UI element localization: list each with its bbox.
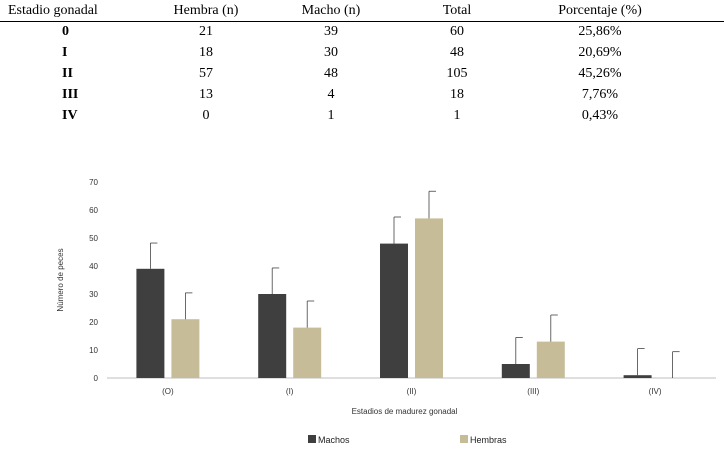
macho-cell: 48 [324,66,338,81]
legend-swatch-machos [308,435,316,443]
bar-hembras-2 [415,218,443,378]
hembra-cell: 21 [199,24,213,39]
y-tick-label: 30 [89,290,98,299]
y-tick-label: 60 [89,206,98,215]
total-cell: 18 [450,87,464,102]
bar-hembras-0 [171,319,200,378]
bar-machos-0 [136,268,165,378]
macho-cell: 39 [324,24,338,39]
y-tick-label: 70 [89,178,98,187]
header-porcentaje: Porcentaje (%) [558,3,642,18]
x-axis-label: Estadios de madurez gonadal [352,407,458,416]
legend-label-hembras: Hembras [470,435,507,445]
total-cell: 105 [446,66,468,81]
total-cell: 48 [450,45,464,60]
total-cell: 60 [450,24,464,39]
hembra-cell: 57 [199,66,213,81]
percentage-cell: 45,26% [578,66,622,81]
x-axis-ticks: (O) (I) (II) (III) (IV) [162,387,662,396]
y-tick-label: 40 [89,262,98,271]
bar-machos-2 [380,243,408,378]
bar-hembras-1 [293,327,322,378]
macho-cell: 1 [327,108,335,123]
y-tick-label: 0 [94,374,99,383]
header-total: Total [442,3,472,18]
stage-cell: IV [62,108,78,123]
bar-machos-3 [501,364,530,378]
hembra-cell: 18 [199,45,213,60]
macho-cell: 4 [327,87,335,102]
stage-cell: 0 [62,24,69,39]
bar-machos-4 [623,375,652,378]
percentage-cell: 25,86% [578,24,622,39]
bar-machos-1 [258,294,287,378]
hembra-cell: 13 [199,87,213,102]
percentage-cell: 20,69% [578,45,622,60]
x-tick-label: (O) [162,387,174,396]
legend: Machos Hembras [308,435,507,445]
bar-chart-svg: 0 10 20 30 40 50 60 70 (O) (I) (II) (III) (IV) Núme… [56,178,716,445]
bar-chart: 0 10 20 30 40 50 60 70 (O) (I) (II) (III) (IV) Núme… [0,168,724,450]
x-tick-label: (III) [527,387,539,396]
header-estadio: Estadio gonadal [8,3,98,18]
y-tick-label: 50 [89,234,98,243]
stage-cell: III [62,87,79,102]
stage-cell: II [62,66,73,81]
hembra-cell: 0 [202,108,210,123]
legend-swatch-hembras [460,435,468,443]
x-tick-label: (I) [286,387,294,396]
percentage-cell: 0,43% [581,108,619,123]
data-table: Estadio gonadal Hembra (n) Macho (n) Tot… [0,0,724,128]
total-cell: 1 [453,108,461,123]
table-header: Estadio gonadal Hembra (n) Macho (n) Tot… [0,0,724,22]
y-axis-ticks: 0 10 20 30 40 50 60 70 [89,178,98,383]
y-tick-label: 20 [89,318,98,327]
y-tick-label: 10 [89,346,98,355]
legend-label-machos: Machos [318,435,350,445]
x-tick-label: (IV) [649,387,662,396]
bar-hembras-3 [536,341,565,378]
x-tick-label: (II) [407,387,417,396]
macho-cell: 30 [324,45,338,60]
header-hembra: Hembra (n) [173,3,239,18]
y-axis-label: Número de peces [56,248,65,311]
stage-cell: I [62,45,68,60]
header-macho: Macho (n) [301,3,361,18]
bars-group [136,190,680,378]
percentage-cell: 7,76% [581,87,619,102]
